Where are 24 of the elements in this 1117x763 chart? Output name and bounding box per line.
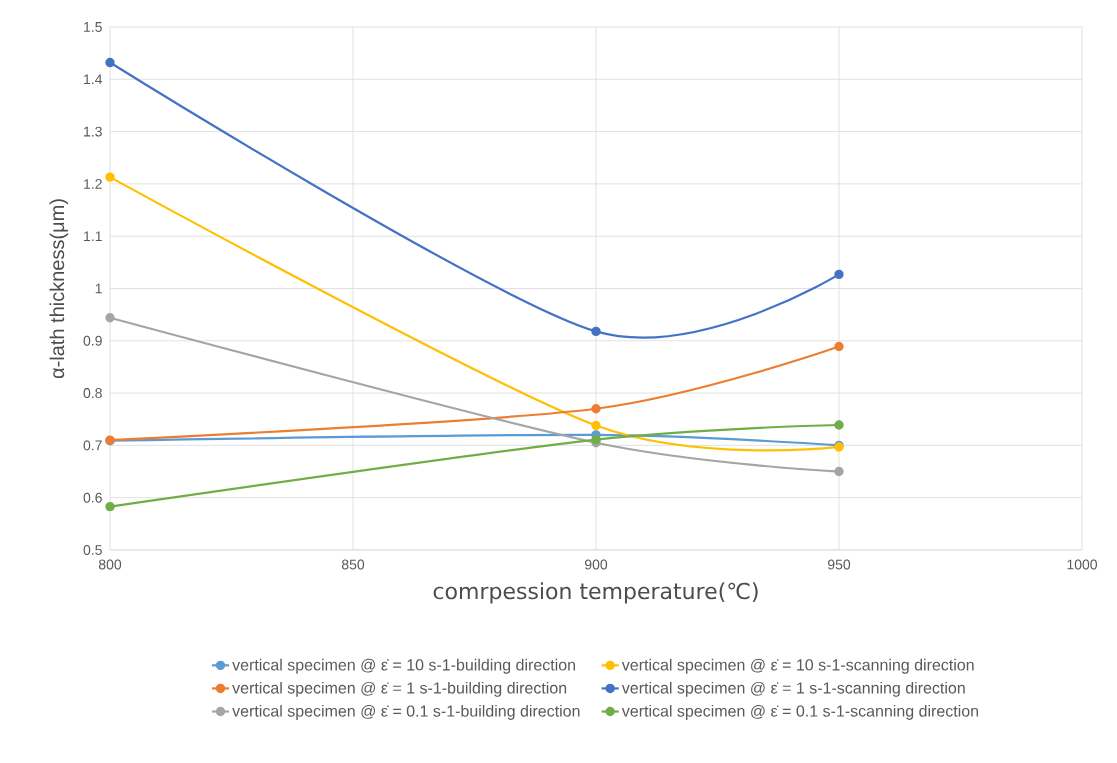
legend-label: vertical specimen @ ε̇ = 10 s-1-building direction: [232, 658, 575, 674]
y-tick-label: 1.1: [84, 231, 102, 242]
x-tick-label: 1000: [1067, 559, 1098, 570]
x-tick-label: 850: [341, 559, 365, 570]
x-axis-title: comrpession temperature(℃): [433, 582, 758, 604]
y-tick-label: 0.8: [83, 388, 102, 399]
legend-label: vertical specimen @ ε̇ = 0.1 s-1-building direction: [232, 704, 580, 720]
legend-label: vertical specimen @ ε̇ = 0.1 s-1-scanning direction: [621, 704, 979, 720]
y-tick-label: 1.2: [84, 178, 102, 189]
y-tick-label: 1.3: [84, 126, 102, 137]
y-axis-title: α-lath thickness(μm): [49, 199, 69, 379]
y-tick-label: 1.4: [84, 74, 103, 85]
y-tick-label: 0.6: [83, 492, 102, 503]
y-tick-label: 0.5: [83, 545, 102, 555]
x-tick-label: 800: [98, 559, 122, 570]
y-tick-label: 0.9: [83, 335, 102, 346]
legend-label: vertical specimen @ ε̇ = 10 s-1-scanning direction: [621, 658, 974, 674]
y-tick-label: 1: [95, 283, 102, 294]
legend-label: vertical specimen @ ε̇ = 1 s-1-building direction: [232, 681, 567, 697]
y-tick-label: 1.5: [84, 22, 102, 32]
x-tick-label: 950: [827, 559, 851, 570]
legend-label: vertical specimen @ ε̇ = 1 s-1-scanning direction: [621, 681, 965, 697]
y-tick-label: 0.7: [83, 440, 102, 451]
x-tick-label: 900: [584, 559, 608, 570]
